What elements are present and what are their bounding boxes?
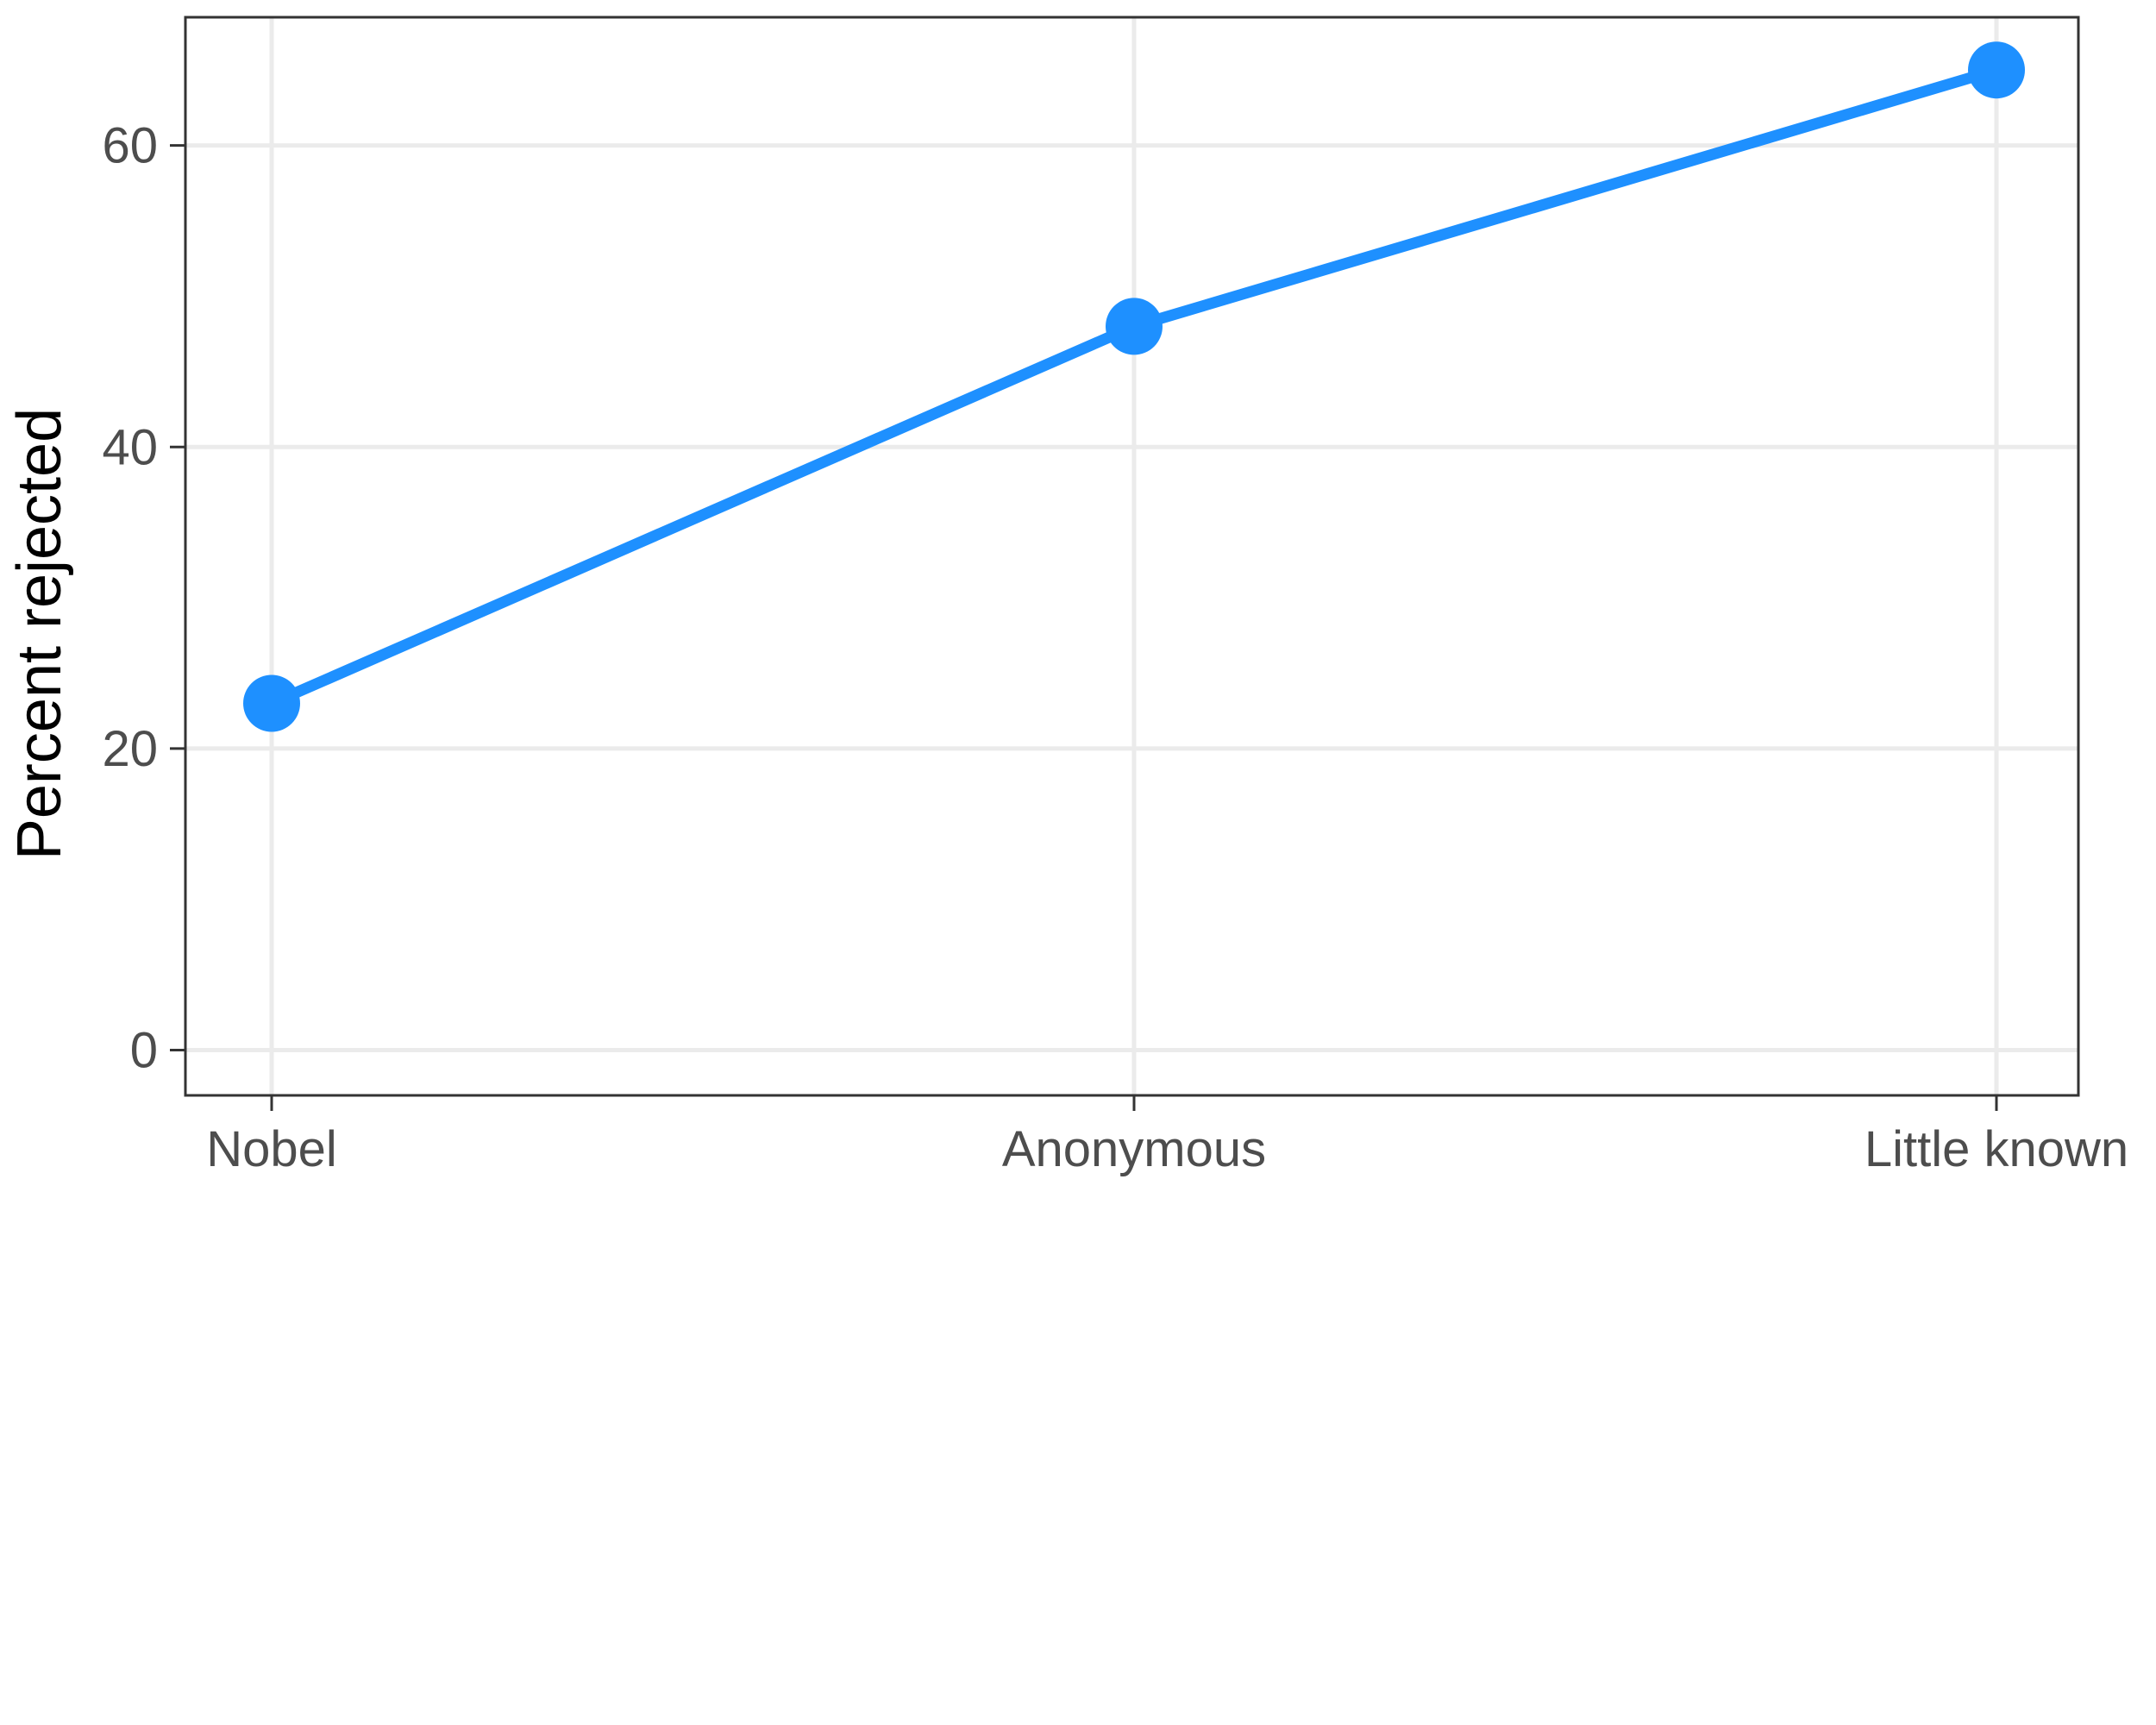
y-tick-label: 20 [102,721,158,777]
y-axis-ticks: 0 20 40 60 [102,118,185,1079]
data-point [243,674,300,732]
x-tick-label: Nobel [206,1121,337,1177]
x-gridlines [269,17,1999,1095]
y-tick-label: 60 [102,118,158,174]
y-tick-label: 0 [130,1023,158,1079]
x-tick-label: Little known [1865,1121,2128,1177]
y-tick-label: 40 [102,419,158,475]
y-axis-title: Percent rejected [5,408,74,860]
data-point [1106,298,1163,355]
data-point [1968,41,2025,99]
series-layer [243,41,2025,732]
x-axis-ticks: Nobel Anonymous Little known [206,1095,2128,1177]
panel-border [184,16,2080,1097]
x-tick-label: Anonymous [1002,1121,1266,1177]
